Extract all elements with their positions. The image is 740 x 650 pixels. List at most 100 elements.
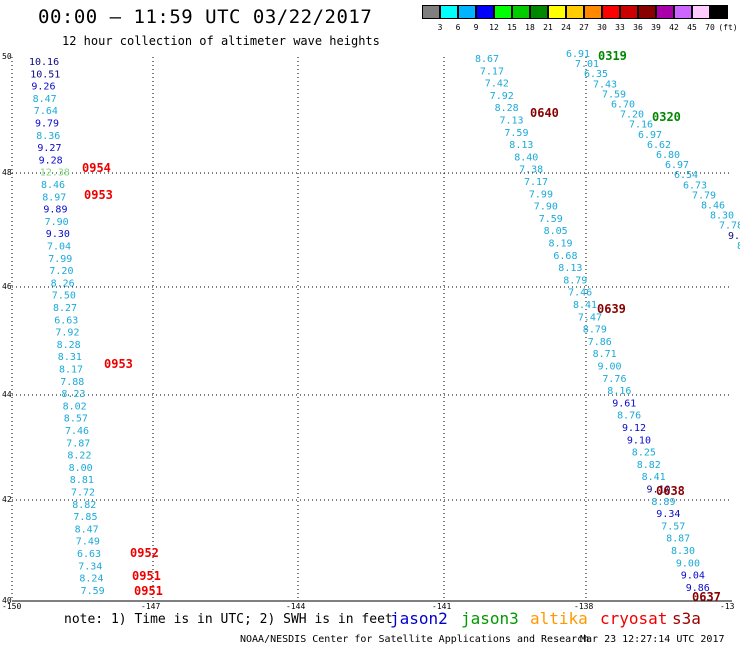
legend-swatch xyxy=(710,5,728,19)
wave-height-value: 7.42 xyxy=(485,79,509,90)
legend-swatch-label: 12 xyxy=(489,23,499,32)
satellite-name: cryosat xyxy=(600,609,668,628)
legend-swatch xyxy=(692,5,710,19)
wave-height-value: 8.79 xyxy=(583,325,607,336)
wave-height-value: 9.26 xyxy=(31,82,55,93)
wave-height-value: 8.57 xyxy=(64,414,88,425)
wave-height-value: 9.79 xyxy=(35,119,59,130)
legend-swatch-label: 36 xyxy=(633,23,643,32)
legend-swatch xyxy=(674,5,692,19)
wave-height-value: 6.68 xyxy=(553,251,577,262)
wave-height-value: 8.97 xyxy=(42,192,66,203)
wave-height-value: 7.76 xyxy=(602,374,626,385)
wave-height-value: 8.81 xyxy=(70,475,94,486)
wave-height-value: 7.92 xyxy=(55,328,79,339)
legend-swatch-label: 30 xyxy=(597,23,607,32)
legend-swatch xyxy=(638,5,656,19)
wave-height-value: 7.88 xyxy=(60,377,84,388)
wave-height-value: 9.86 xyxy=(686,583,710,594)
legend-swatch-label: 24 xyxy=(561,23,571,32)
wave-height-value: 8.46 xyxy=(41,180,65,191)
wave-height-value: 8.89 xyxy=(651,497,675,508)
wave-height-value: 8.28 xyxy=(57,340,81,351)
wave-height-value: 8.47 xyxy=(33,94,57,105)
wave-height-value: 8.30 xyxy=(710,211,734,222)
wave-height-value: 7.01 xyxy=(575,59,599,70)
legend-swatch xyxy=(584,5,602,19)
legend-swatch-label: 39 xyxy=(651,23,661,32)
wave-height-value: 6.35 xyxy=(584,69,608,80)
lon-label: -138 xyxy=(574,602,594,611)
legend-swatch-label: 33 xyxy=(615,23,625,32)
wave-height-value: 8.76 xyxy=(617,411,641,422)
pass-time-label: 0953 xyxy=(104,357,133,371)
lon-label: -141 xyxy=(432,602,452,611)
wave-height-value: 7.47 xyxy=(578,312,602,323)
wave-height-value: 8.71 xyxy=(593,349,617,360)
pass-time-label: 0951 xyxy=(132,569,161,583)
wave-height-value: 8.05 xyxy=(544,226,568,237)
legend-swatch-label: 15 xyxy=(507,23,517,32)
wave-height-value: 8.79 xyxy=(563,275,587,286)
wave-height-value: 8.40 xyxy=(514,152,538,163)
wave-height-value: 6.70 xyxy=(611,100,635,111)
wave-height-value: 7.79 xyxy=(692,190,716,201)
wave-height-value: 7.20 xyxy=(620,110,644,121)
wave-height-value: 8.26 xyxy=(51,278,75,289)
legend-swatch xyxy=(494,5,512,19)
lon-label: -144 xyxy=(286,602,306,611)
wave-height-value: 7.46 xyxy=(65,426,89,437)
legend-unit: (ft) xyxy=(718,23,738,32)
wave-height-value: 7.99 xyxy=(48,254,72,265)
wave-height-value: 7.87 xyxy=(66,438,90,449)
wave-height-value: 8.02 xyxy=(63,401,87,412)
wave-height-value: 8.67 xyxy=(475,54,499,65)
lon-label: -13 xyxy=(720,602,735,611)
legend-swatch xyxy=(476,5,494,19)
satellite-name: jason2 xyxy=(390,609,448,628)
wave-height-value: 9.00 xyxy=(598,362,622,373)
wave-height-value: 6.97 xyxy=(638,130,662,141)
wave-height-value: 8.25 xyxy=(632,448,656,459)
satellite-name: jason3 xyxy=(461,609,519,628)
wave-height-value: 7.43 xyxy=(593,79,617,90)
legend-swatch-label: 70 xyxy=(705,23,715,32)
wave-height-value: 7.72 xyxy=(71,488,95,499)
wave-height-value: 8.13 xyxy=(509,140,533,151)
legend-swatch-label: 27 xyxy=(579,23,589,32)
wave-height-value: 7.59 xyxy=(504,128,528,139)
wave-height-value: 8.17 xyxy=(59,365,83,376)
wave-height-value: 6.63 xyxy=(77,549,101,560)
wave-height-value: 7.49 xyxy=(76,537,100,548)
satellite-name: s3a xyxy=(672,609,701,628)
wave-height-value: 8.24 xyxy=(79,574,103,585)
generated-timestamp: Mar 23 12:27:14 UTC 2017 xyxy=(580,634,725,645)
pass-time-label: 0953 xyxy=(84,188,113,202)
wave-height-value: 9.10 xyxy=(627,435,651,446)
legend-swatch xyxy=(440,5,458,19)
pass-time-label: 0954 xyxy=(82,161,111,175)
legend-swatch-label: 42 xyxy=(669,23,679,32)
legend-swatch-label: 9 xyxy=(473,23,479,32)
pass-time-label: 0637 xyxy=(692,590,721,604)
legend-swatch-label: 21 xyxy=(543,23,553,32)
wave-height-value: 6.62 xyxy=(647,140,671,151)
wave-height-value: 9.3 xyxy=(728,231,740,242)
pass-time-label: 0951 xyxy=(134,584,163,598)
wave-height-value: 6.73 xyxy=(683,180,707,191)
legend-swatch xyxy=(512,5,530,19)
wave-height-value: 8.87 xyxy=(666,534,690,545)
wave-height-value: 9.61 xyxy=(612,398,636,409)
wave-height-value: 7.64 xyxy=(34,106,58,117)
wave-height-value: 8.41 xyxy=(642,472,666,483)
legend-swatch xyxy=(422,5,440,19)
wave-height-value: 10.51 xyxy=(30,69,60,80)
pass-time-label: 0640 xyxy=(530,106,559,120)
lat-label: 42 xyxy=(2,495,12,504)
wave-height-value: 7.90 xyxy=(45,217,69,228)
wave-height-value: 7.17 xyxy=(480,66,504,77)
wave-height-value: 6.97 xyxy=(665,160,689,171)
wave-height-value: 8.19 xyxy=(549,239,573,250)
pass-time-label: 0639 xyxy=(597,302,626,316)
